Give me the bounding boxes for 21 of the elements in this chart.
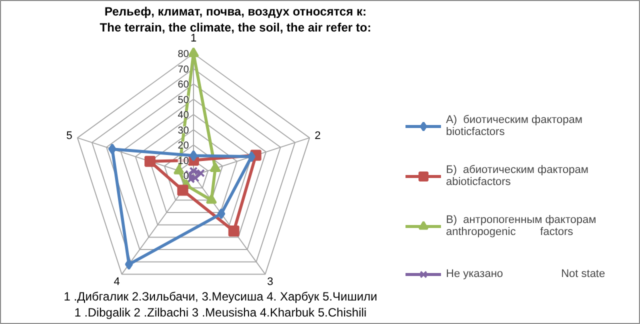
y-tick-label: 40 — [178, 110, 190, 121]
spoke-label: 3 — [267, 276, 274, 288]
spoke-label: 2 — [314, 130, 321, 142]
chart-title: Рельеф, климат, почва, воздух относятся к: The terrain, the climate, the soil, the air refer to: — [100, 4, 372, 34]
text: 1 .Дибгалик 2.Зильбачи, 3.Меусиша 4. Харбук 5.Чишили — [64, 290, 378, 304]
y-tick-label: 20 — [178, 140, 190, 152]
text: 1 .Dibgalik 2 .Zilbachi 3 .Meusisha 4.Kharbuk 5.Chishili — [74, 306, 367, 320]
spoke-label: 4 — [114, 276, 120, 288]
y-tick-label: 50 — [178, 94, 190, 106]
legend-label: Не указано Not state — [446, 268, 606, 280]
legend-label: А) биотическим факторам bioticfactors — [446, 114, 582, 138]
y-tick-label: 60 — [178, 80, 190, 90]
legend-label: Б) абиотическим факторам abioticfactors — [446, 164, 588, 188]
y-tick-label: 10 — [178, 156, 190, 167]
y-tick-label: 30 — [178, 125, 190, 136]
y-tick-label: 80 — [178, 49, 190, 60]
legend-label: В) антропогенным факторам anthropogenic factors — [446, 214, 596, 238]
spoke-label: 5 — [66, 130, 72, 142]
spoke-label: 1 — [190, 32, 197, 45]
y-tick-label: 0 — [183, 171, 190, 182]
y-tick-label: 70 — [178, 64, 190, 76]
